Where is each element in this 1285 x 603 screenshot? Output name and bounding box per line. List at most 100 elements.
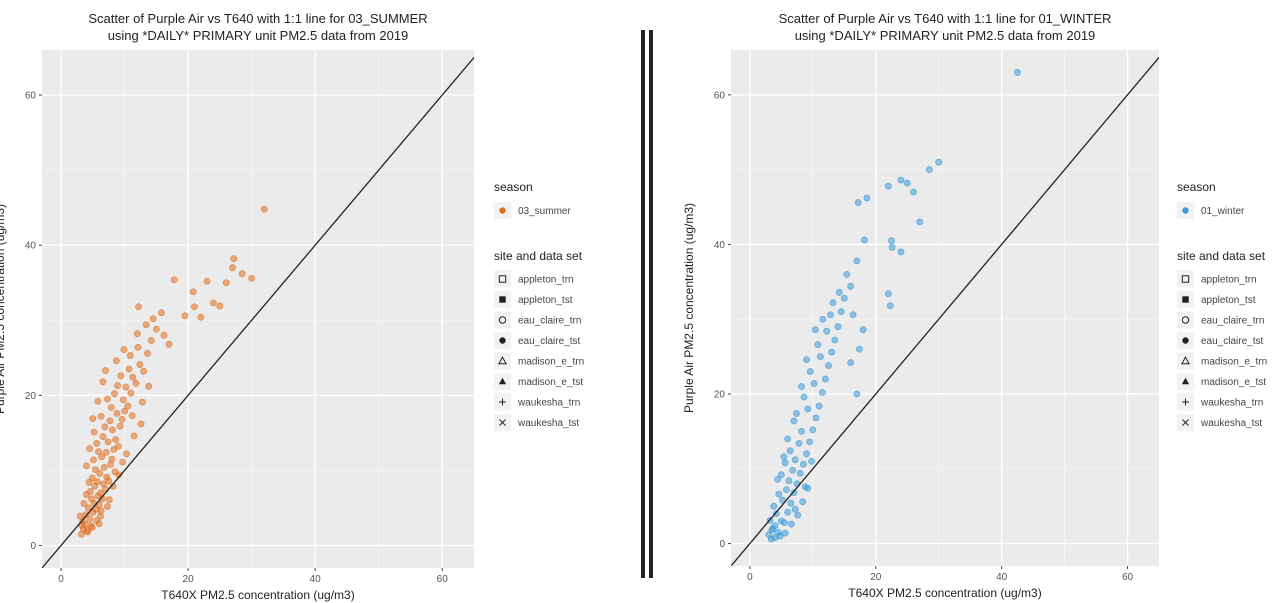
data-point	[799, 460, 807, 468]
tick-label-x: 0	[58, 574, 64, 585]
data-point	[800, 393, 808, 401]
data-point	[144, 349, 151, 357]
data-point	[775, 490, 783, 498]
data-point	[138, 398, 146, 406]
data-point	[90, 456, 97, 464]
data-point	[119, 458, 127, 466]
data-point	[118, 415, 126, 423]
data-point	[119, 396, 127, 404]
data-point	[853, 257, 861, 265]
legend-label-site: madison_e_tst	[518, 377, 583, 388]
legend-key-site	[494, 270, 511, 288]
legend-label-season: 03_summer	[518, 206, 571, 217]
data-point	[108, 455, 116, 463]
data-point	[229, 264, 236, 272]
tick-label-x: 60	[1122, 572, 1134, 583]
data-point	[791, 505, 799, 513]
legend-symbol-site	[1182, 296, 1189, 303]
data-point	[97, 412, 105, 420]
data-point	[897, 248, 905, 256]
legend-key-site	[494, 352, 511, 370]
data-point	[809, 426, 817, 434]
data-point	[238, 270, 246, 278]
data-point	[160, 331, 168, 339]
legend-label-site: eau_claire_trn	[518, 316, 581, 327]
data-point	[774, 475, 781, 483]
data-point	[829, 299, 837, 307]
data-point	[93, 478, 101, 486]
one-to-one-line	[42, 57, 474, 568]
data-point	[784, 435, 792, 443]
chart-subtitle: using *DAILY* PRIMARY unit PM2.5 data fr…	[108, 28, 409, 43]
data-point	[120, 346, 128, 353]
legend-symbol-site	[498, 377, 507, 385]
data-point	[88, 495, 95, 503]
data-point	[91, 466, 99, 474]
data-point	[828, 348, 836, 356]
data-point	[105, 477, 113, 485]
data-point	[799, 498, 807, 506]
data-point	[125, 365, 133, 373]
data-point	[888, 244, 896, 251]
data-point	[137, 420, 145, 428]
data-point	[114, 382, 121, 389]
data-point	[856, 345, 863, 353]
data-point	[769, 525, 776, 533]
data-point	[815, 402, 823, 410]
legend-label-site: appleton_tst	[1201, 295, 1256, 306]
legend-symbol-site	[1182, 419, 1189, 426]
data-point	[781, 529, 789, 537]
legend-key-site	[1177, 270, 1194, 288]
data-point	[222, 279, 230, 287]
tick-label-x: 60	[437, 574, 449, 585]
data-point	[787, 499, 795, 507]
data-point	[129, 373, 137, 381]
data-point	[248, 274, 256, 282]
data-point	[789, 466, 797, 474]
tick-label-y: 20	[25, 391, 37, 402]
data-point	[1013, 69, 1021, 76]
tick-label-x: 20	[183, 574, 195, 585]
legend-symbol-site	[498, 356, 507, 365]
legend-label-site: waukesha_trn	[1200, 398, 1263, 409]
data-point	[80, 500, 88, 507]
tick-label-x: 40	[996, 572, 1008, 583]
data-point	[203, 277, 211, 285]
legend-title-site: site and data set	[494, 249, 583, 263]
chart-title: Scatter of Purple Air vs T640 with 1:1 l…	[779, 11, 1112, 26]
data-point	[126, 352, 134, 359]
data-point	[814, 341, 822, 349]
data-point	[83, 491, 90, 498]
tick-label-y: 0	[719, 539, 725, 550]
data-point	[786, 447, 794, 455]
data-point	[111, 390, 118, 398]
tick-label-y: 60	[714, 90, 726, 101]
data-point	[104, 395, 111, 403]
data-point	[847, 359, 854, 366]
data-point	[863, 194, 871, 202]
data-point	[132, 379, 140, 387]
data-point	[106, 417, 114, 425]
data-point	[102, 367, 109, 374]
legend-label-site: eau_claire_tst	[518, 336, 580, 347]
data-point	[145, 382, 153, 390]
legend-label-site: eau_claire_trn	[1201, 316, 1264, 327]
one-to-one-line	[731, 57, 1159, 566]
chart-title: Scatter of Purple Air vs T640 with 1:1 l…	[88, 11, 427, 26]
data-point	[170, 276, 178, 284]
data-point	[152, 325, 160, 333]
legend-symbol-site	[498, 316, 507, 324]
data-point	[128, 412, 136, 420]
data-point	[147, 337, 155, 344]
data-point	[90, 428, 98, 436]
data-point	[149, 315, 157, 323]
data-point	[793, 410, 800, 417]
legend-label-site: madison_e_trn	[1201, 357, 1267, 368]
legend-label-site: waukesha_tst	[517, 418, 579, 429]
divider	[641, 30, 653, 578]
data-point	[925, 166, 933, 174]
tick-label-y: 40	[25, 241, 37, 252]
data-point	[84, 504, 92, 512]
legend-symbol-site	[1181, 275, 1190, 283]
tick-label-x: 40	[310, 574, 322, 585]
